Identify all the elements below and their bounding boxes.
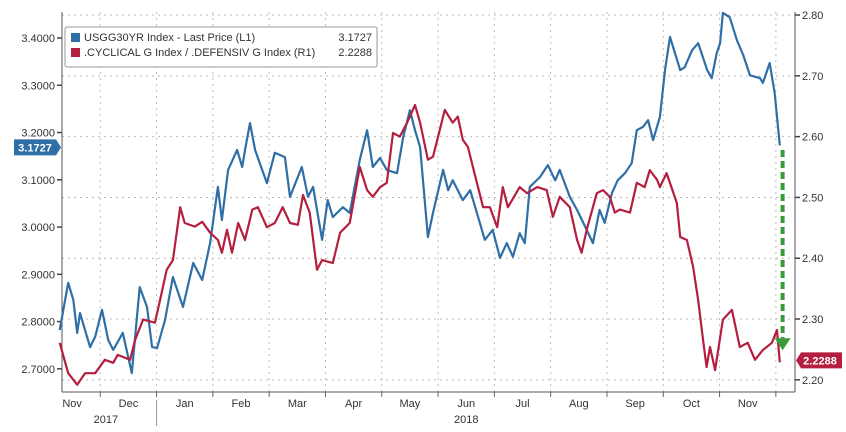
x-axis-month-label: May: [400, 398, 421, 410]
last-value-badge-right: [796, 352, 842, 369]
left-axis-label: 2.7000: [21, 364, 55, 376]
x-axis-month-label: Sep: [625, 398, 645, 410]
legend-box: [64, 26, 378, 68]
left-axis-label: 3.3000: [21, 80, 55, 92]
x-axis-month-label: Nov: [62, 398, 82, 410]
legend-last-value: 2.2288: [338, 47, 372, 59]
right-axis-label: 2.60: [802, 132, 823, 144]
series-line-usgg30yr: [58, 11, 781, 375]
x-axis-month-label: Dec: [119, 398, 139, 410]
legend-last-value: 3.1727: [338, 32, 372, 44]
series-line-cyclical-defensive: [58, 103, 781, 386]
x-axis-month-label: Aug: [569, 398, 589, 410]
last-value-badge-right-text: 2.2288: [803, 355, 837, 367]
legend-label: .CYCLICAL G Index / .DEFENSIV G Index (R…: [84, 47, 315, 59]
x-axis-month-label: Nov: [738, 398, 758, 410]
legend-label: USGG30YR Index - Last Price (L1): [84, 32, 255, 44]
left-axis-label: 3.0000: [21, 222, 55, 234]
x-axis-month-label: Oct: [683, 398, 700, 410]
x-axis-month-label: Apr: [345, 398, 362, 410]
right-axis-label: 2.40: [802, 253, 823, 265]
left-axis-label: 3.1000: [21, 175, 55, 187]
last-value-badge-left-text: 3.1727: [18, 142, 52, 154]
left-axis-label: 3.2000: [21, 128, 55, 140]
right-axis-label: 2.50: [802, 192, 823, 204]
right-axis-label: 2.70: [802, 71, 823, 83]
left-axis-label: 2.9000: [21, 269, 55, 281]
x-axis-month-label: Jan: [176, 398, 194, 410]
left-axis-label: 3.4000: [21, 33, 55, 45]
x-axis-month-label: Jun: [457, 398, 475, 410]
down-arrow-head: [774, 338, 791, 351]
x-axis-month-label: Jul: [515, 398, 529, 410]
right-axis-label: 2.30: [802, 314, 823, 326]
x-axis-year-label: 2017: [94, 414, 118, 426]
legend-swatch: [71, 48, 80, 57]
right-axis-label: 2.80: [802, 10, 823, 22]
last-value-badge-left: [14, 139, 61, 156]
left-axis-label: 2.8000: [21, 317, 55, 329]
x-axis-month-label: Feb: [232, 398, 251, 410]
x-axis-month-label: Mar: [288, 398, 307, 410]
right-axis-label: 2.20: [802, 375, 823, 387]
legend-swatch: [71, 33, 80, 42]
x-axis-year-label: 2018: [454, 414, 478, 426]
